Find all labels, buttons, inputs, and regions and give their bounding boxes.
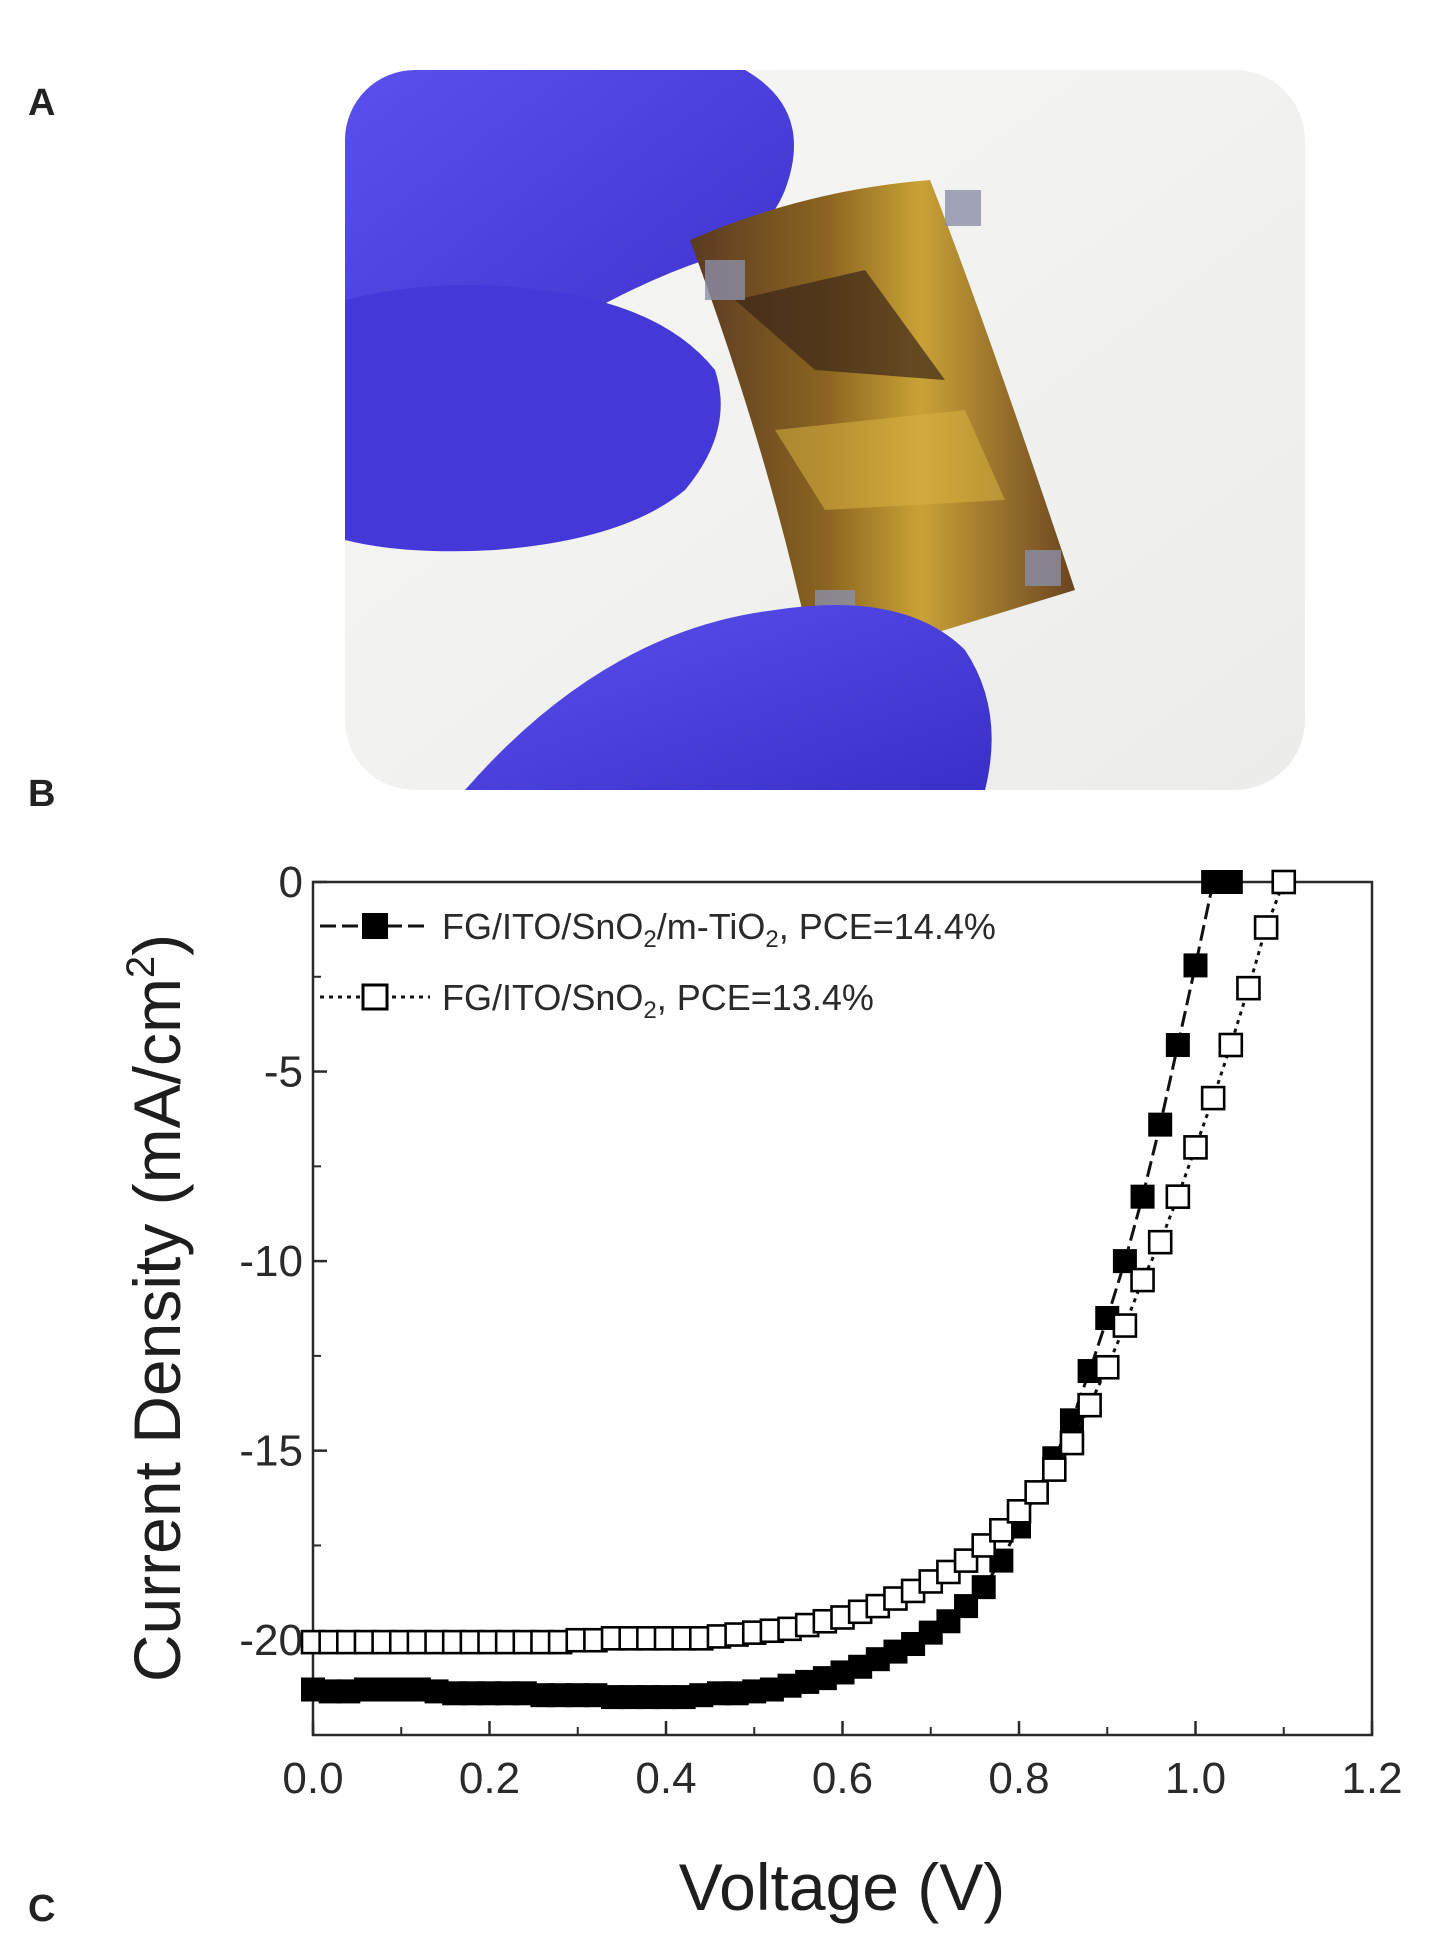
data-point-open	[1236, 975, 1261, 1001]
legend-item-2: FG/ITO/SnO2, PCE=13.4%	[320, 977, 874, 1024]
x-axis-title: Voltage (V)	[679, 1850, 1006, 1924]
y-axis-title: Current Density (mA/cm2)	[119, 934, 194, 1682]
x-tick-label: 1.0	[1165, 1754, 1226, 1803]
y-tick-label: -15	[239, 1427, 303, 1476]
data-point-open	[1077, 1392, 1102, 1418]
data-point-open	[1200, 1085, 1226, 1111]
data-series	[300, 869, 1297, 1710]
data-point-open	[1271, 869, 1297, 895]
x-tick-label: 0.8	[988, 1754, 1049, 1803]
panel-label-c: C	[28, 1888, 56, 1930]
data-point-open	[1147, 1229, 1173, 1255]
data-point-open	[1024, 1480, 1049, 1505]
legend-marker-open-square	[361, 983, 389, 1011]
data-point-open	[1253, 915, 1279, 940]
data-point-filled	[1218, 870, 1243, 894]
legend-marker-filled-square	[362, 913, 388, 939]
y-tick-label: -5	[264, 1048, 303, 1097]
x-tick-labels: 0.0 0.2 0.4 0.6 0.8 1.0 1.2	[282, 1754, 1402, 1803]
data-point-open	[1183, 1135, 1208, 1160]
glove-lower	[465, 605, 992, 790]
data-point-open	[1130, 1267, 1155, 1293]
device-photo	[345, 70, 1305, 790]
panel-label-b: B	[28, 773, 56, 815]
data-point-filled	[1130, 1184, 1155, 1209]
legend: FG/ITO/SnO2/m-TiO2, PCE=14.4% FG/ITO/SnO…	[320, 906, 996, 1024]
legend-label-2: FG/ITO/SnO2, PCE=13.4%	[442, 977, 874, 1024]
x-tick-label: 0.6	[812, 1754, 873, 1803]
panel-label-a: A	[28, 82, 56, 124]
data-point-open	[1112, 1313, 1138, 1338]
y-tick-label: 0	[279, 858, 303, 907]
data-point-open	[1165, 1184, 1191, 1209]
y-tick-labels: 0 -5 -10 -15 -20	[239, 858, 303, 1665]
x-tick-label: 0.4	[635, 1754, 696, 1803]
series-2	[300, 869, 1297, 1655]
jv-chart: 0 -5 -10 -15 -20 0.0 0.2 0.4 0.6 0.8 1.0 1.2 FG/IT…	[119, 858, 1403, 1924]
device-reflection-2	[775, 410, 1005, 510]
x-tick-label: 0.2	[459, 1754, 520, 1803]
data-point-filled	[971, 1575, 996, 1600]
data-point-open	[989, 1517, 1014, 1543]
x-tick-label: 0.0	[282, 1754, 343, 1803]
y-tick-label: -20	[239, 1616, 303, 1665]
data-point-open	[1218, 1032, 1244, 1058]
data-point-filled	[1183, 953, 1208, 978]
x-tick-label: 1.2	[1341, 1754, 1402, 1803]
data-point-filled	[1148, 1112, 1173, 1137]
data-point-filled	[1165, 1033, 1190, 1058]
data-point-open	[1042, 1457, 1067, 1482]
data-point-open	[1059, 1430, 1085, 1456]
legend-label-1: FG/ITO/SnO2/m-TiO2, PCE=14.4%	[442, 906, 996, 953]
device-reflection	[735, 270, 945, 380]
legend-item-1: FG/ITO/SnO2/m-TiO2, PCE=14.4%	[320, 906, 996, 953]
data-point-open	[1094, 1354, 1120, 1380]
y-tick-label: -10	[239, 1237, 303, 1286]
data-point-open	[1006, 1499, 1032, 1524]
glove-middle	[345, 285, 721, 552]
